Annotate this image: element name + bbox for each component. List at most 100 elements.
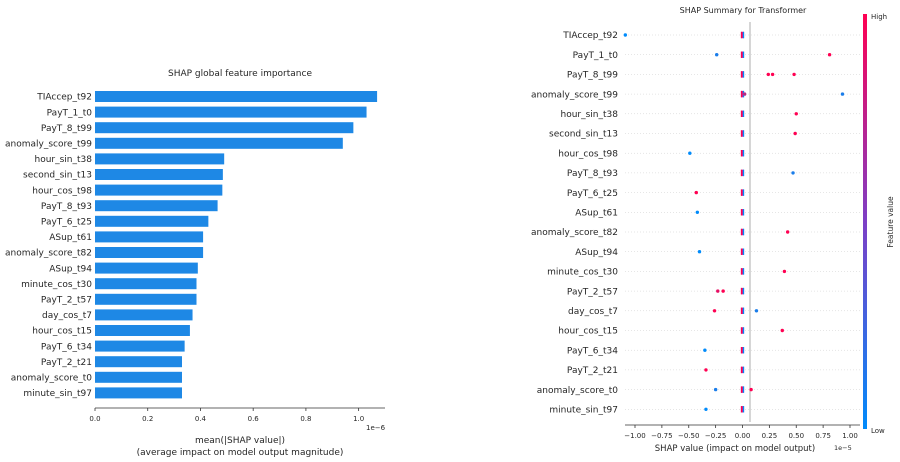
- bar-category-label: PayT_8_t99: [41, 124, 92, 134]
- bar: [95, 215, 209, 227]
- summary-category-label: PayT_8_t99: [567, 71, 618, 81]
- bar-x-tick-label: 0.0: [89, 415, 100, 423]
- shap-point: [721, 289, 725, 293]
- dense-cluster-low: [742, 386, 745, 393]
- dense-cluster-low: [742, 51, 745, 58]
- bar-category-label: anomaly_score_t99: [5, 140, 92, 150]
- bar: [95, 340, 185, 352]
- bar-category-label: PayT_8_t93: [41, 202, 92, 212]
- dense-cluster-high: [740, 169, 743, 177]
- shap-point: [703, 348, 707, 352]
- dense-cluster-low: [742, 287, 745, 295]
- shap-point: [715, 53, 719, 57]
- dense-cluster-high: [740, 268, 743, 275]
- summary-category-label: anomaly_score_t0: [537, 386, 619, 396]
- bar: [95, 293, 197, 305]
- dense-cluster-low: [742, 71, 745, 78]
- dense-cluster-low: [742, 327, 745, 334]
- shap-point: [793, 131, 797, 136]
- bar: [95, 262, 198, 274]
- shap-point: [840, 92, 845, 96]
- summary-category-label: TIAccep_t92: [562, 31, 618, 41]
- bar-x-axis-sublabel: (average impact on model output magnitud…: [137, 448, 344, 458]
- dense-cluster: [740, 189, 745, 196]
- dense-cluster-low: [742, 307, 745, 314]
- summary-x-tick-label: 0.00: [735, 432, 751, 440]
- bar: [95, 247, 204, 258]
- bar: [95, 278, 197, 290]
- summary-x-tick-label: −0.25: [705, 432, 726, 440]
- summary-category-label: minute_cos_t30: [547, 268, 618, 278]
- shap-point: [780, 328, 784, 333]
- shap-point: [695, 210, 700, 214]
- bar-category-labels: TIAccep_t92 PayT_1_t0 PayT_8_t99 anomaly_sc…: [5, 93, 92, 399]
- dense-cluster-high: [740, 110, 743, 117]
- dense-cluster-high: [740, 327, 743, 334]
- bar-category-label: minute_cos_t30: [21, 280, 92, 290]
- bar-x-axis-label: mean(|SHAP value|): [195, 436, 285, 446]
- dense-cluster: [740, 228, 745, 236]
- dense-cluster: [740, 307, 745, 314]
- summary-category-label: PayT_1_t0: [573, 51, 619, 61]
- colorbar-high-label: High: [871, 13, 887, 21]
- dense-cluster: [740, 327, 745, 334]
- bar-category-label: anomaly_score_t82: [5, 249, 92, 259]
- summary-category-label: PayT_2_t57: [567, 287, 618, 297]
- dense-cluster: [740, 169, 745, 177]
- bar-x-ticks: 0.0 0.2 0.4 0.6 0.8 1.0: [89, 408, 364, 423]
- shap-point: [694, 190, 698, 195]
- bar: [95, 106, 367, 118]
- dense-cluster-low: [742, 189, 745, 196]
- dense-cluster-high: [740, 406, 743, 413]
- shap-point: [697, 250, 702, 254]
- dense-cluster-high: [740, 189, 743, 196]
- dense-cluster-high: [740, 31, 743, 39]
- dense-cluster-low: [742, 268, 745, 275]
- summary-category-label: hour_cos_t98: [558, 149, 618, 159]
- shap-point: [785, 230, 790, 234]
- bar-chart-panel: SHAP global feature importance TIAccep_t…: [5, 69, 386, 458]
- summary-category-label: PayT_2_t21: [567, 366, 618, 376]
- summary-category-label: minute_sin_t97: [549, 406, 618, 416]
- bar: [95, 122, 354, 134]
- bar-category-label: hour_cos_t15: [32, 327, 92, 337]
- dense-cluster-low: [742, 366, 745, 374]
- summary-x-ticks: −1.00 −0.75 −0.50 −0.25 0.00 0.25 0.50 0.75 1.00: [624, 425, 858, 440]
- bar-x-tick-label: 0.6: [248, 415, 260, 423]
- bar: [95, 371, 182, 383]
- shap-point: [716, 289, 720, 293]
- summary-x-tick-label: −1.00: [624, 432, 645, 440]
- dense-cluster-low: [742, 110, 745, 117]
- summary-category-labels: TIAccep_t92 PayT_1_t0 PayT_8_t99 anomaly_sc…: [531, 31, 618, 415]
- dense-cluster: [740, 248, 745, 255]
- bar: [95, 325, 190, 336]
- summary-x-tick-label: −0.75: [651, 432, 672, 440]
- shap-point: [766, 72, 770, 77]
- dense-cluster-high: [740, 150, 743, 157]
- dense-cluster-high: [740, 90, 743, 98]
- dense-cluster-low: [742, 248, 745, 255]
- dense-cluster-high: [740, 228, 743, 236]
- summary-category-label: hour_sin_t38: [561, 110, 619, 120]
- dense-cluster: [740, 347, 745, 354]
- summary-category-label: day_cos_t7: [568, 307, 618, 317]
- dense-cluster-low: [742, 406, 745, 413]
- dense-cluster: [740, 130, 745, 137]
- dense-cluster: [740, 209, 745, 216]
- dense-cluster: [740, 366, 745, 374]
- bar: [95, 137, 343, 149]
- summary-outlier-points: [623, 33, 845, 411]
- bar-category-label: PayT_2_t21: [41, 358, 92, 368]
- bar-x-tick-label: 0.2: [142, 415, 153, 423]
- dense-cluster-high: [740, 287, 743, 295]
- bar-category-label: PayT_2_t57: [41, 296, 92, 306]
- shap-summary-panel: SHAP Summary for Transformer TIAccep_t92…: [531, 6, 895, 454]
- dense-cluster: [740, 386, 745, 393]
- dense-cluster-high: [740, 347, 743, 354]
- bar-category-label: PayT_6_t25: [41, 218, 92, 228]
- dense-cluster-low: [742, 31, 745, 39]
- bar: [95, 356, 182, 368]
- colorbar-low-label: Low: [871, 427, 885, 435]
- shap-point: [794, 112, 798, 116]
- dense-cluster-high: [740, 209, 743, 216]
